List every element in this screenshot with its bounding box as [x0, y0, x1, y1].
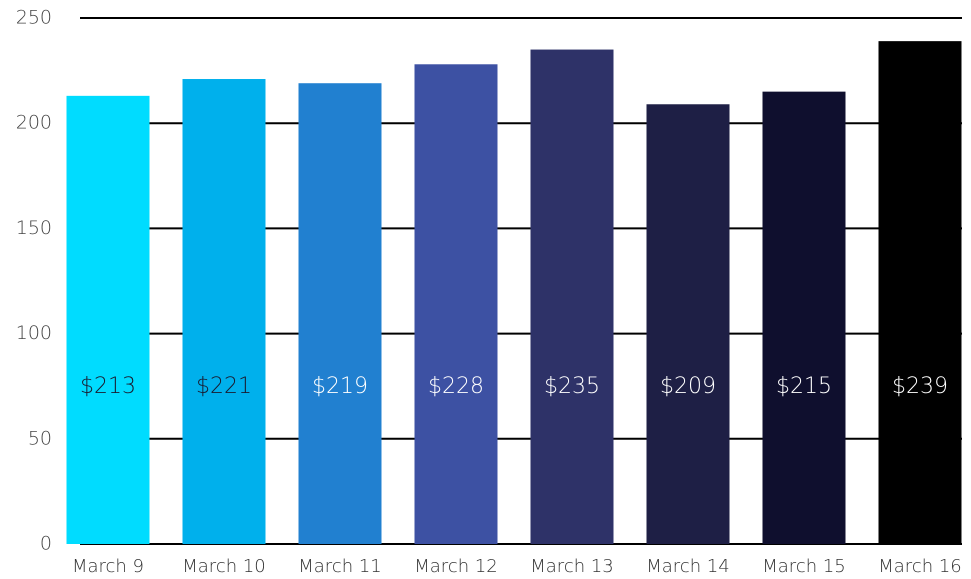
value-label: $219	[312, 374, 368, 399]
bar	[414, 64, 498, 545]
value-label: $235	[544, 374, 600, 399]
y-tick-label: 100	[16, 322, 52, 344]
y-tick-label: 150	[16, 217, 52, 239]
value-label: $228	[428, 374, 484, 399]
bar	[182, 79, 266, 545]
bar	[298, 83, 382, 544]
x-tick-label: March 14	[646, 556, 730, 577]
x-tick-label: March 16	[878, 556, 962, 577]
value-label: $239	[892, 374, 948, 399]
x-tick-label: March 15	[762, 556, 846, 577]
value-label: $221	[196, 374, 252, 399]
x-tick-label: March 11	[298, 556, 382, 577]
x-tick-label: March 10	[182, 556, 266, 577]
x-tick-label: March 12	[414, 556, 498, 577]
x-tick-label: March 9	[72, 556, 144, 577]
value-label: $209	[660, 374, 716, 399]
y-tick-label: 250	[16, 7, 52, 29]
bar	[646, 104, 730, 544]
y-tick-label: 0	[40, 533, 52, 555]
value-label: $213	[80, 374, 136, 399]
bar	[530, 49, 614, 545]
bar	[878, 41, 962, 544]
y-tick-label: 200	[16, 112, 52, 134]
bar	[66, 95, 150, 545]
value-label: $215	[776, 374, 832, 399]
x-tick-label: March 13	[530, 556, 614, 577]
y-tick-label: 50	[28, 427, 52, 449]
bar	[762, 91, 846, 544]
